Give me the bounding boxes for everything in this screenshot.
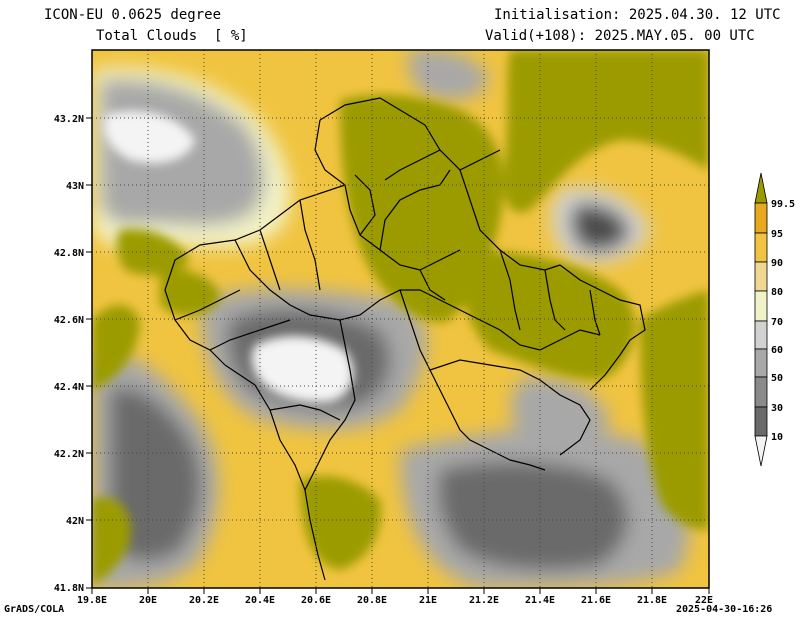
- colorbar-segment: [754, 348, 768, 378]
- x-tick-label: 20.2E: [189, 595, 219, 606]
- x-tick-label: 20.8E: [357, 595, 387, 606]
- x-tick-label: 20E: [139, 595, 157, 606]
- colorbar-label: 99.5: [771, 199, 795, 210]
- y-tick-label: 43N: [66, 181, 84, 192]
- border-lines: [164, 97, 646, 581]
- x-tick-label: 21.2E: [469, 595, 499, 606]
- colorbar-segment: [754, 376, 768, 408]
- colorbar-label: 50: [771, 373, 783, 384]
- x-tick-label: 21E: [419, 595, 437, 606]
- colorbar-label: 30: [771, 403, 783, 414]
- colorbar-segment: [754, 232, 768, 263]
- colorbar-segment: [754, 406, 768, 437]
- x-tick-label: 22E: [695, 595, 713, 606]
- colorbar: [754, 172, 768, 467]
- colorbar-segment: [754, 290, 768, 322]
- grid-lines: [92, 50, 709, 588]
- colorbar-label: 70: [771, 317, 783, 328]
- y-tick-label: 42.4N: [54, 382, 84, 393]
- y-tick-label: 43.2N: [54, 114, 84, 125]
- x-tick-labels: 19.8E 20E 20.2E 20.4E 20.6E 20.8E 21E 21…: [77, 595, 713, 606]
- y-tick-label: 41.8N: [54, 583, 84, 594]
- colorbar-label: 90: [771, 258, 783, 269]
- model-title: ICON-EU 0.0625 degree: [44, 7, 222, 23]
- x-tick-label: 19.8E: [77, 595, 107, 606]
- y-tick-label: 42.6N: [54, 315, 84, 326]
- colorbar-label: 60: [771, 345, 783, 356]
- valid-time: Valid(+108): 2025.MAY.05. 00 UTC: [485, 28, 755, 44]
- y-tick-label: 42.8N: [54, 248, 84, 259]
- x-tick-label: 21.8E: [637, 595, 667, 606]
- x-tick-label: 20.6E: [301, 595, 331, 606]
- tick-marks: [86, 117, 710, 594]
- colorbar-segment: [754, 261, 768, 292]
- x-tick-label: 20.4E: [245, 595, 275, 606]
- colorbar-top-arrow: [754, 172, 768, 204]
- colorbar-segment: [754, 202, 768, 234]
- colorbar-label: 10: [771, 432, 783, 443]
- colorbar-segment: [754, 320, 768, 350]
- colorbar-bottom-arrow: [754, 435, 768, 467]
- colorbar-label: 95: [771, 229, 783, 240]
- x-tick-label: 21.4E: [525, 595, 555, 606]
- x-tick-label: 21.6E: [581, 595, 611, 606]
- y-tick-labels: 43.2N 43N 42.8N 42.6N 42.4N 42.2N 42N 41…: [54, 114, 84, 594]
- y-tick-label: 42.2N: [54, 449, 84, 460]
- colorbar-labels: 99.5 95 90 80 70 60 50 30 10: [771, 199, 795, 443]
- y-tick-label: 42N: [66, 516, 84, 527]
- init-time: Initialisation: 2025.04.30. 12 UTC: [494, 7, 781, 23]
- software-credit: GrADS/COLA: [4, 604, 65, 615]
- variable-title: Total Clouds [ %]: [96, 28, 248, 44]
- cloud-field: [92, 50, 709, 588]
- colorbar-label: 80: [771, 287, 783, 298]
- render-timestamp: 2025-04-30-16:26: [676, 604, 773, 615]
